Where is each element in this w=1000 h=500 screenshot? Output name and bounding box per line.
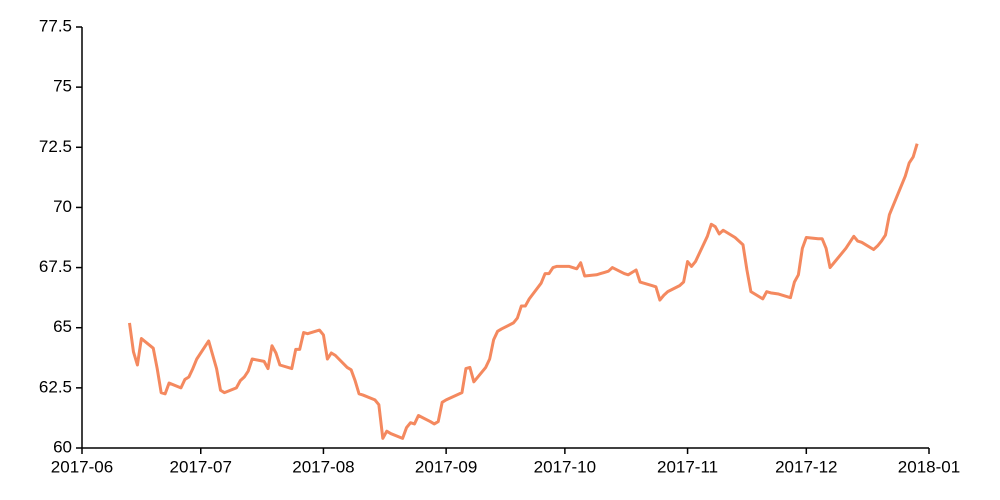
- x-tick-label: 2017-11: [657, 457, 718, 476]
- x-tick-label: 2017-09: [415, 457, 477, 476]
- line: [128, 143, 919, 440]
- x-tick-label: 2017-06: [51, 457, 113, 476]
- x-tick-label: 2018-01: [898, 457, 960, 476]
- y-tick-label: 60: [53, 437, 72, 456]
- y-tick-label: 67.5: [39, 257, 72, 276]
- y-tick-label: 77.5: [39, 16, 72, 35]
- y-tick-label: 65: [53, 317, 72, 336]
- x-tick-label: 2017-12: [775, 457, 837, 476]
- x-tick-label: 2017-07: [170, 457, 232, 476]
- x-tick-label: 2017-10: [534, 457, 596, 476]
- y-tick-label: 62.5: [39, 377, 72, 396]
- y-tick-label: 72.5: [39, 137, 72, 156]
- x-tick-label: 2017-08: [292, 457, 354, 476]
- y-tick-label: 70: [53, 197, 72, 216]
- y-tick-label: 75: [53, 77, 72, 96]
